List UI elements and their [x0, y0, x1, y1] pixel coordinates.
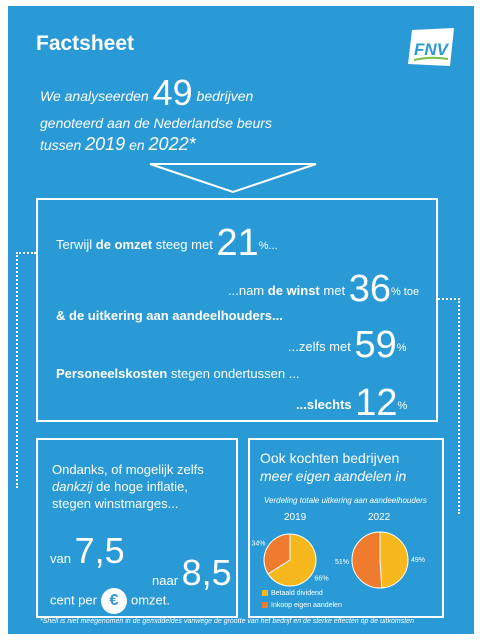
margin-text: Ondanks, of mogelijk zelfs dankzij de ho… [52, 462, 204, 511]
intro-line1-b: bedrijven [196, 88, 254, 104]
profit-line: ...nam de winst met 36% toe [228, 268, 420, 310]
year-end: 2022* [148, 133, 196, 154]
intro-line2: genoteerd aan de Nederlandse beurs [40, 115, 272, 131]
footnote: *Shell is niet meegenomen in de gemiddel… [40, 618, 414, 625]
dotted-connector-right [438, 298, 460, 514]
margin-box: Ondanks, of mogelijk zelfs dankzij de ho… [36, 438, 238, 618]
pie-label-2022-buyback: 51% [335, 559, 349, 566]
dividend-line: & de uitkering aan aandeelhouders... [56, 308, 283, 323]
personnel-line: Personeelskosten stegen ondertussen ... [56, 366, 300, 381]
personnel-growth-line: ...slechts 12% [296, 382, 408, 424]
page-title: Factsheet [36, 32, 135, 55]
profit-growth: 36 [348, 268, 391, 310]
margin-from-value: 7,5 [74, 530, 125, 571]
margin-unit: cent per € omzet. [50, 588, 170, 614]
factsheet-panel: Factsheet FNV We analyseerden 49 bedrijv… [8, 6, 474, 634]
personnel-growth: 12 [355, 382, 398, 424]
pie-slice-2019-buyback [263, 533, 291, 575]
buyback-title: Ook kochten bedrijven meer eigen aandele… [260, 450, 407, 484]
dividend-growth-line: ...zelfs met 59% [288, 324, 407, 366]
intro-text: We analyseerden 49 bedrijven genoteerd a… [40, 70, 272, 155]
pie-label-2019-buyback: 34% [251, 541, 265, 548]
revenue-line: Terwijl de omzet steeg met 21%... [56, 222, 278, 264]
buyback-box: Ook kochten bedrijven meer eigen aandele… [248, 438, 444, 618]
fnv-logo: FNV [406, 28, 456, 68]
logo-text: FNV [414, 40, 450, 59]
pie-slice-2019-dividend [267, 533, 317, 587]
chart-subtitle: Verdeling totale uitkering aan aandeelho… [264, 496, 427, 505]
pie-charts: 66% 34% 49% 51% [251, 531, 425, 589]
dotted-connector-left [16, 252, 36, 488]
pie-slice-2022-buyback [351, 531, 383, 589]
pie-label-2022-dividend: 49% [411, 557, 425, 564]
growth-box: Terwijl de omzet steeg met 21%... ...nam… [36, 198, 438, 424]
euro-icon: € [100, 588, 127, 614]
pie-slice-2022-dividend [379, 531, 409, 589]
down-arrow-icon [149, 163, 317, 194]
pie-year-2019: 2019 [284, 512, 307, 523]
margin-from: van 7,5 [50, 530, 125, 571]
intro-line1-a: We analyseerden [40, 88, 149, 104]
legend-item-dividend: Betaald dividend [262, 590, 323, 597]
pie-year-2022: 2022 [368, 512, 391, 523]
margin-to: naar 8,5 [152, 552, 232, 593]
intro-line3-en: en [129, 136, 145, 153]
revenue-growth: 21 [216, 222, 259, 264]
company-count: 49 [152, 72, 193, 113]
margin-to-value: 8,5 [181, 552, 232, 593]
year-start: 2019 [85, 133, 126, 154]
intro-line3-a: tussen [40, 136, 82, 153]
dividend-growth: 59 [354, 324, 397, 366]
pie-label-2019-dividend: 66% [315, 575, 329, 582]
legend-item-buyback: Inkoop eigen aandelen [262, 602, 342, 609]
